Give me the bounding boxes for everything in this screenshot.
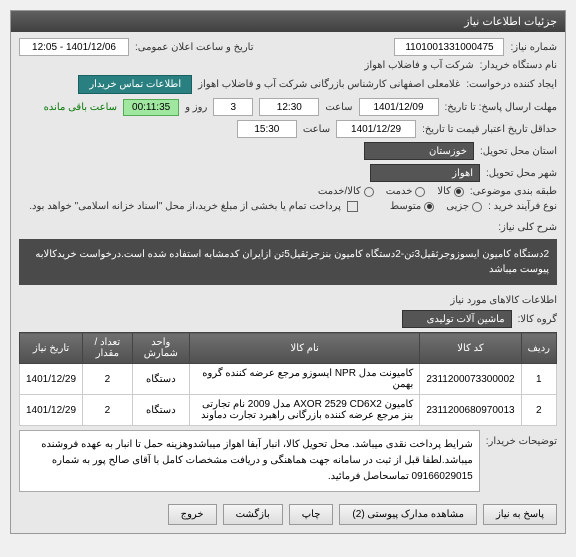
announce-datetime-label: تاریخ و ساعت اعلان عمومی: xyxy=(135,42,254,53)
deadline-date-field: 1401/12/09 xyxy=(359,98,439,116)
days-field: 3 xyxy=(213,98,253,116)
deadline-time-field: 12:30 xyxy=(259,98,319,116)
deadline-label: مهلت ارسال پاسخ: تا تاریخ: xyxy=(445,102,557,113)
remaining-label: ساعت باقی مانده xyxy=(44,102,117,113)
category-radio-group: کالا خدمت کالا/خدمت xyxy=(318,186,464,197)
need-number-label: شماره نیاز: xyxy=(510,42,557,53)
goods-group-field: ماشین آلات تولیدی xyxy=(402,310,512,328)
respond-button[interactable]: پاسخ به نیاز xyxy=(483,504,557,525)
time-label-1: ساعت xyxy=(325,102,352,113)
announce-datetime-field: 1401/12/06 - 12:05 xyxy=(19,38,129,56)
col-item-code: کد کالا xyxy=(420,333,521,364)
items-table: ردیف کد کالا نام کالا واحد شمارش تعداد /… xyxy=(19,332,557,426)
col-unit: واحد شمارش xyxy=(132,333,189,364)
validity-date-field: 1401/12/29 xyxy=(336,120,416,138)
footer-buttons: پاسخ به نیاز مشاهده مدارک پیوستی (2) چاپ… xyxy=(11,496,565,533)
purchase-type-label: نوع فرآیند خرید : xyxy=(488,201,557,212)
buyer-org-label: نام دستگاه خریدار: xyxy=(480,60,557,71)
city-field: اهواز xyxy=(370,164,480,182)
window-title-bar: جزئیات اطلاعات نیاز xyxy=(11,11,565,32)
time-label-2: ساعت xyxy=(303,124,330,135)
request-creator-label: ایجاد کننده درخواست: xyxy=(466,79,557,90)
col-item-name: نام کالا xyxy=(190,333,420,364)
category-service-radio[interactable]: خدمت xyxy=(386,186,426,197)
radio-icon xyxy=(424,202,434,212)
attachments-button[interactable]: مشاهده مدارک پیوستی (2) xyxy=(339,504,477,525)
city-label: شهر محل تحویل: xyxy=(486,168,557,179)
items-section-label: اطلاعات کالاهای مورد نیاز xyxy=(11,291,565,310)
category-label: طبقه بندی موضوعی: xyxy=(470,186,557,197)
buyer-notes-box: شرایط پرداخت نقدی میباشد. محل تحویل کالا… xyxy=(19,430,480,492)
category-goods-radio[interactable]: کالا xyxy=(437,186,464,197)
back-button[interactable]: بازگشت xyxy=(223,504,283,525)
need-details-window: جزئیات اطلاعات نیاز شماره نیاز: 11010013… xyxy=(10,10,566,534)
province-field: خوزستان xyxy=(364,142,474,160)
days-label: روز و xyxy=(185,102,207,113)
table-row[interactable]: 1 2311200073300002 کامیونت مدل NPR ایسوز… xyxy=(20,364,557,395)
validity-label: حداقل تاریخ اعتبار قیمت تا تاریخ: xyxy=(422,124,557,135)
exit-button[interactable]: خروج xyxy=(168,504,217,525)
radio-icon xyxy=(415,187,425,197)
desc-title-label: شرح کلی نیاز: xyxy=(498,222,557,233)
form-section: شماره نیاز: 1101001331000475 تاریخ و ساع… xyxy=(11,32,565,222)
buyer-notes-label: توضیحات خریدار: xyxy=(486,436,557,447)
need-number-field: 1101001331000475 xyxy=(394,38,504,56)
contact-buyer-button[interactable]: اطلاعات تماس خریدار xyxy=(78,75,192,94)
radio-icon xyxy=(472,202,482,212)
validity-time-field: 15:30 xyxy=(237,120,297,138)
need-description-box: 2دستگاه کامیون ایسوزوجرثقیل3تن-2دستگاه ک… xyxy=(19,239,557,285)
col-need-date: تاریخ نیاز xyxy=(20,333,83,364)
purchase-small-radio[interactable]: جزیی xyxy=(446,201,482,212)
col-row-num: ردیف xyxy=(521,333,556,364)
countdown-timer: 00:11:35 xyxy=(123,99,179,116)
buyer-org-value: شرکت آب و فاضلاب اهواز xyxy=(365,60,474,71)
print-button[interactable]: چاپ xyxy=(289,504,334,525)
payment-checkbox[interactable] xyxy=(347,201,358,212)
col-qty: تعداد / مقدار xyxy=(83,333,133,364)
radio-icon xyxy=(364,187,374,197)
request-creator-value: غلامعلی اصفهانی کارشناس بازرگانی شرکت آب… xyxy=(198,79,460,90)
purchase-type-radio-group: جزیی متوسط xyxy=(390,201,482,212)
payment-note-label: پرداخت تمام یا بخشی از مبلغ خرید،از محل … xyxy=(29,201,341,212)
category-service-goods-radio[interactable]: کالا/خدمت xyxy=(318,186,374,197)
province-label: استان محل تحویل: xyxy=(480,146,557,157)
goods-group-label: گروه کالا: xyxy=(518,314,557,325)
window-title: جزئیات اطلاعات نیاز xyxy=(464,16,557,28)
table-row[interactable]: 2 2311200680970013 کامیون AXOR 2529 CD6X… xyxy=(20,395,557,426)
table-header-row: ردیف کد کالا نام کالا واحد شمارش تعداد /… xyxy=(20,333,557,364)
purchase-medium-radio[interactable]: متوسط xyxy=(390,201,434,212)
radio-icon xyxy=(454,187,464,197)
